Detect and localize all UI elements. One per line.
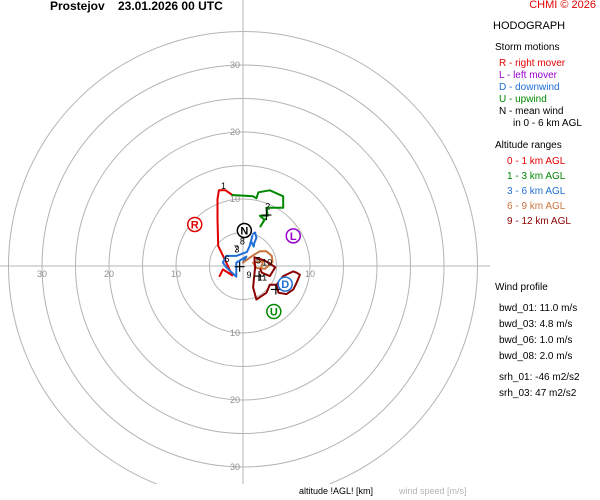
crosshair-marker	[234, 261, 245, 272]
hodograph-series-3	[221, 231, 258, 278]
storm-marker-label: R	[191, 219, 199, 231]
altitude-range-1-3: 1 - 3 km AGL	[507, 171, 566, 182]
altitude-label: 9	[247, 270, 252, 280]
wind-profile-list: bwd_01: 11.0 m/s bwd_03: 4.8 m/s bwd_06:…	[493, 303, 598, 400]
storm-motion-mean: N - mean wind	[499, 106, 564, 117]
hodograph-series-4	[242, 250, 274, 271]
panel-title: HODOGRAPH	[493, 20, 566, 32]
plot-area: 10 20 30 10 20 30 10 20 30 10 1 2 3 5 678 9 10 11 R L D U N	[0, 0, 490, 484]
credit: CHMI © 2026	[529, 0, 596, 11]
crosshair-marker	[254, 271, 265, 282]
datetime: 23.01.2026 00 UTC	[118, 0, 223, 13]
storm-marker-L	[285, 228, 301, 244]
storm-marker-label: L	[290, 231, 297, 243]
altitude-label: 6	[224, 254, 229, 264]
hodograph-series-2	[231, 189, 285, 228]
legend-panel: HODOGRAPH Storm motions R - right mover …	[493, 20, 598, 404]
tick-label-left: 20	[104, 269, 114, 279]
srh-03: srh_03: 47 m2/s2	[499, 388, 577, 399]
bwd-08: bwd_08: 2.0 m/s	[499, 351, 573, 362]
storm-motion-right: R - right mover	[499, 58, 566, 69]
storm-marker-N	[236, 222, 253, 239]
altitude-label: 7	[234, 244, 239, 254]
tick-label-down: 10	[230, 328, 240, 338]
bwd-03: bwd_03: 4.8 m/s	[499, 319, 573, 330]
wind-profile-title: Wind profile	[495, 282, 548, 293]
altitude-label: 5	[256, 255, 261, 265]
altitude-range-0-1: 0 - 1 km AGL	[507, 156, 566, 167]
hodograph-series-1	[216, 189, 234, 278]
storm-motion-upwind: U - upwind	[499, 94, 547, 105]
altitude-units-label: altitude !AGL! [km]	[299, 486, 374, 496]
altitude-range-9-12: 9 - 12 km AGL	[507, 216, 571, 227]
storm-motion-downwind: D - downwind	[499, 82, 560, 93]
storm-marker-U	[266, 303, 282, 320]
station-name: Prostejov	[50, 0, 105, 13]
altitude-label: 2	[265, 202, 270, 212]
crosshair-marker	[270, 284, 281, 295]
storm-motion-note: in 0 - 6 km AGL	[513, 118, 582, 129]
tick-label-left: 30	[37, 269, 47, 279]
altitude-label: 1	[221, 181, 226, 191]
wind-speed-units-label: wind speed [m/s]	[399, 486, 467, 496]
tick-label-right: 10	[305, 269, 315, 279]
tick-label-down: 30	[230, 462, 240, 472]
altitude-label: 10	[262, 257, 272, 267]
storm-motions-list: R - right mover L - left mover D - downw…	[493, 58, 598, 130]
altitude-range-6-9: 6 - 9 km AGL	[507, 201, 566, 212]
storm-motions-title: Storm motions	[495, 42, 560, 53]
storm-motion-left: L - left mover	[499, 70, 557, 81]
altitude-ranges-list: 0 - 1 km AGL 1 - 3 km AGL 3 - 6 km AGL 6…	[493, 156, 598, 228]
tick-label-up: 10	[230, 194, 240, 204]
altitude-ranges-title: Altitude ranges	[495, 140, 562, 151]
tick-label-left: 10	[171, 269, 181, 279]
srh-01: srh_01: -46 m2/s2	[499, 372, 580, 383]
altitude-label: 11	[258, 273, 267, 283]
storm-marker-label: U	[270, 307, 278, 319]
altitude-label: 3	[234, 245, 239, 255]
tick-label-down: 20	[230, 395, 240, 405]
bwd-01: bwd_01: 11.0 m/s	[499, 303, 578, 314]
altitude-range-3-6: 3 - 6 km AGL	[507, 186, 566, 197]
storm-marker-label: N	[240, 225, 248, 237]
storm-marker-R	[187, 216, 203, 233]
storm-marker-label: D	[281, 279, 289, 291]
tick-label-up: 30	[230, 60, 240, 70]
crosshair-marker	[261, 210, 272, 221]
bwd-06: bwd_06: 1.0 m/s	[499, 335, 573, 346]
hodograph-series-5	[252, 256, 301, 301]
altitude-label: 8	[240, 237, 245, 247]
storm-marker-D	[277, 276, 293, 292]
tick-label-up: 20	[230, 127, 240, 137]
